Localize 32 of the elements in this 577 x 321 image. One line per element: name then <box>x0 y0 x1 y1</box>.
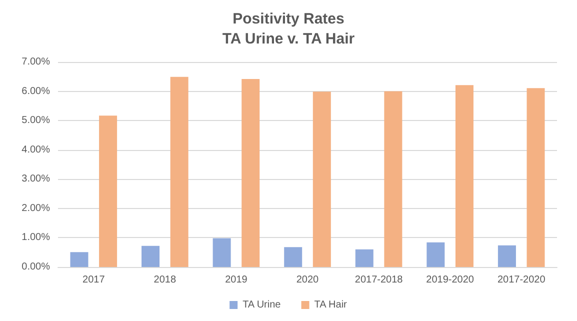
x-tick-label: 2019-2020 <box>426 274 474 286</box>
x-tick-label: 2019 <box>225 274 248 286</box>
y-tick-label: 3.00% <box>22 174 50 185</box>
bar <box>99 116 118 267</box>
x-tick-label: 2018 <box>154 274 176 286</box>
bar <box>498 245 516 267</box>
y-tick-label: 1.00% <box>22 232 50 244</box>
y-tick-label: 4.00% <box>22 144 50 156</box>
bar <box>284 247 302 267</box>
bar <box>426 242 445 267</box>
y-tick-label: 5.00% <box>22 115 50 126</box>
bar <box>212 238 231 267</box>
bar <box>170 76 188 267</box>
legend-label: TA Urine <box>242 300 282 310</box>
bar <box>384 91 402 267</box>
bar <box>242 78 260 267</box>
bar <box>526 88 545 267</box>
bar <box>142 246 160 267</box>
bar <box>355 249 374 267</box>
y-tick-label: 0.00% <box>22 262 50 272</box>
x-tick-label: 2020 <box>296 274 320 286</box>
y-tick-label: 7.00% <box>22 56 50 68</box>
y-tick-label: 6.00% <box>22 86 50 97</box>
x-tick-label: 2017-2020 <box>497 274 546 286</box>
bar <box>455 85 474 267</box>
x-tick-label: 2017-2018 <box>354 274 404 286</box>
legend-label: TA Hair <box>314 300 348 310</box>
bar <box>70 252 88 267</box>
chart-title: Positivity Rates TA Urine v. TA Hair <box>222 10 355 48</box>
bar <box>312 92 331 267</box>
x-tick-label: 2017 <box>82 274 106 286</box>
y-tick-label: 2.00% <box>22 202 50 214</box>
